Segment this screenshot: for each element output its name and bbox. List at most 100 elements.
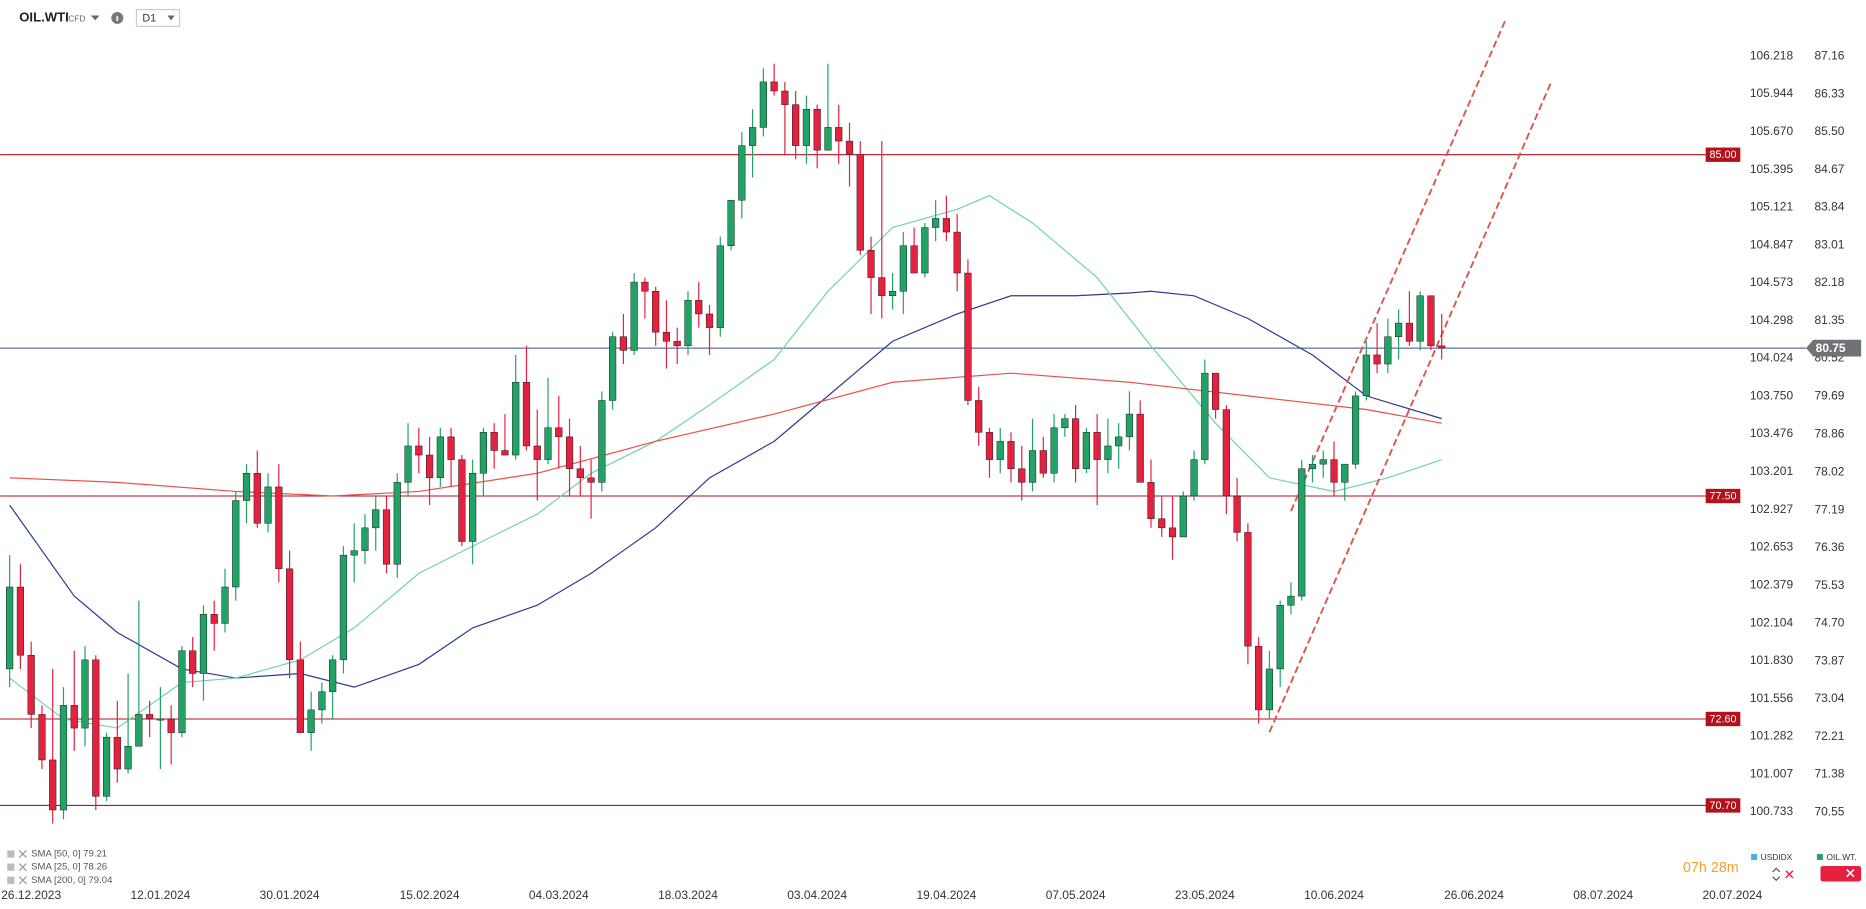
timeframe: D1 bbox=[142, 12, 156, 24]
y-tick-label: 78.02 bbox=[1814, 465, 1844, 479]
y2-tick-label: 102.653 bbox=[1750, 540, 1794, 554]
y2-tick-label: 101.282 bbox=[1750, 729, 1794, 743]
candle-body bbox=[38, 714, 46, 761]
candle-body bbox=[16, 586, 25, 656]
candle-body bbox=[1018, 468, 1026, 483]
candle-body bbox=[469, 473, 477, 542]
y-tick-label: 87.16 bbox=[1814, 49, 1844, 63]
candle-body bbox=[781, 90, 789, 105]
instrument-type: CFD bbox=[68, 13, 85, 23]
candle-body bbox=[1255, 645, 1263, 711]
x-tick-label: 08.07.2024 bbox=[1573, 888, 1633, 902]
candle-body bbox=[92, 659, 100, 797]
candle-body bbox=[824, 127, 832, 151]
candle-body bbox=[479, 432, 487, 474]
candle-body bbox=[135, 714, 143, 747]
candle-body bbox=[619, 336, 627, 351]
candle-body bbox=[770, 81, 778, 92]
reorder-icon[interactable] bbox=[1772, 867, 1781, 882]
candle-body bbox=[738, 145, 746, 201]
y-tick-label: 77.19 bbox=[1814, 502, 1844, 516]
y-tick-label: 83.84 bbox=[1814, 200, 1844, 214]
x-tick-label: 20.07.2024 bbox=[1702, 888, 1762, 902]
y2-tick-label: 104.847 bbox=[1750, 237, 1794, 251]
y2-tick-label: 105.121 bbox=[1750, 200, 1794, 214]
candle-body bbox=[652, 290, 660, 333]
candle-body bbox=[1427, 295, 1435, 347]
candle-body bbox=[1233, 495, 1241, 533]
candle-body bbox=[1179, 495, 1187, 538]
y-tick-label: 78.86 bbox=[1814, 426, 1844, 440]
y-tick-label: 84.67 bbox=[1814, 162, 1844, 176]
timeframe-select[interactable] bbox=[135, 8, 181, 27]
candle-body bbox=[716, 245, 724, 328]
candle-body bbox=[544, 427, 552, 460]
remove-button[interactable] bbox=[1820, 865, 1862, 882]
candle-body bbox=[1395, 322, 1403, 337]
y-tick-label: 83.01 bbox=[1814, 237, 1844, 251]
candle-timer: 07h 28m bbox=[1683, 860, 1739, 876]
legend-close bbox=[18, 849, 27, 858]
x-tick-label: 26.12.2023 bbox=[1, 888, 61, 902]
y-tick-label: 79.69 bbox=[1814, 389, 1844, 403]
candle-body bbox=[932, 218, 940, 228]
legend-entry: SMA [200, 0] 79.04 bbox=[31, 875, 113, 886]
candle-body bbox=[1244, 532, 1252, 647]
candle-body bbox=[296, 659, 304, 733]
candle-body bbox=[1362, 354, 1370, 397]
candle-body bbox=[576, 468, 584, 479]
y-tick-label: 73.87 bbox=[1814, 653, 1844, 667]
candle-body bbox=[382, 509, 391, 565]
y-tick-label: 72.21 bbox=[1814, 729, 1844, 743]
candle-body bbox=[641, 281, 649, 292]
legend-icon bbox=[7, 876, 15, 884]
candle-body bbox=[845, 140, 854, 155]
candle-body bbox=[1308, 463, 1317, 469]
candle-body bbox=[512, 382, 520, 456]
x-tick-label: 30.01.2024 bbox=[260, 888, 320, 902]
legend-entry: SMA [50, 0] 79.21 bbox=[31, 849, 107, 860]
candle-body bbox=[393, 482, 401, 565]
delete-icon[interactable] bbox=[1785, 870, 1794, 879]
x-tick-label: 15.02.2024 bbox=[400, 888, 460, 902]
plot-area: 87.16 86.33 85.50 84.67 83.84 83.01 82.18 81.35… bbox=[0, 17, 1862, 902]
candle-body bbox=[415, 445, 423, 456]
x-tick-label: 12.01.2024 bbox=[130, 888, 190, 902]
candle-body bbox=[167, 718, 175, 733]
candle-body bbox=[1072, 418, 1080, 469]
candle-body bbox=[436, 436, 444, 479]
candle-body bbox=[888, 290, 897, 297]
candle-body bbox=[1050, 427, 1058, 474]
candle-body bbox=[1384, 336, 1392, 365]
candle-body bbox=[404, 445, 412, 483]
level-badge bbox=[1705, 488, 1741, 504]
candle-body bbox=[372, 509, 380, 529]
close-icon bbox=[1846, 868, 1855, 878]
candle-body bbox=[447, 436, 455, 460]
candle-body bbox=[1147, 482, 1155, 520]
candle-body bbox=[727, 199, 735, 246]
candle-body bbox=[6, 586, 14, 670]
legend-symbol[interactable]: OIL.WT. bbox=[1826, 852, 1856, 862]
y-tick-label: 85.50 bbox=[1814, 124, 1844, 138]
candle-body bbox=[587, 477, 595, 483]
y2-tick-label: 101.556 bbox=[1750, 691, 1794, 705]
symbol-dropdown[interactable] bbox=[90, 15, 100, 21]
candle-body bbox=[899, 245, 907, 292]
legend-symbol[interactable]: USDIDX bbox=[1761, 852, 1793, 862]
symbol[interactable]: OIL.WTI bbox=[19, 9, 69, 24]
candle-body bbox=[1125, 413, 1134, 438]
candle-body bbox=[1028, 450, 1037, 483]
candle-body bbox=[1416, 295, 1424, 342]
candle-body bbox=[27, 655, 35, 715]
candle-body bbox=[1093, 432, 1101, 460]
candle-body bbox=[1405, 322, 1413, 342]
candle-body bbox=[1438, 345, 1446, 349]
timeframe-dropdown[interactable] bbox=[167, 15, 175, 21]
y2-tick-label: 103.201 bbox=[1750, 464, 1794, 478]
candle-body bbox=[113, 736, 121, 770]
candle-body bbox=[1201, 372, 1209, 460]
candle-body bbox=[70, 705, 78, 729]
candle-body bbox=[1007, 441, 1015, 469]
